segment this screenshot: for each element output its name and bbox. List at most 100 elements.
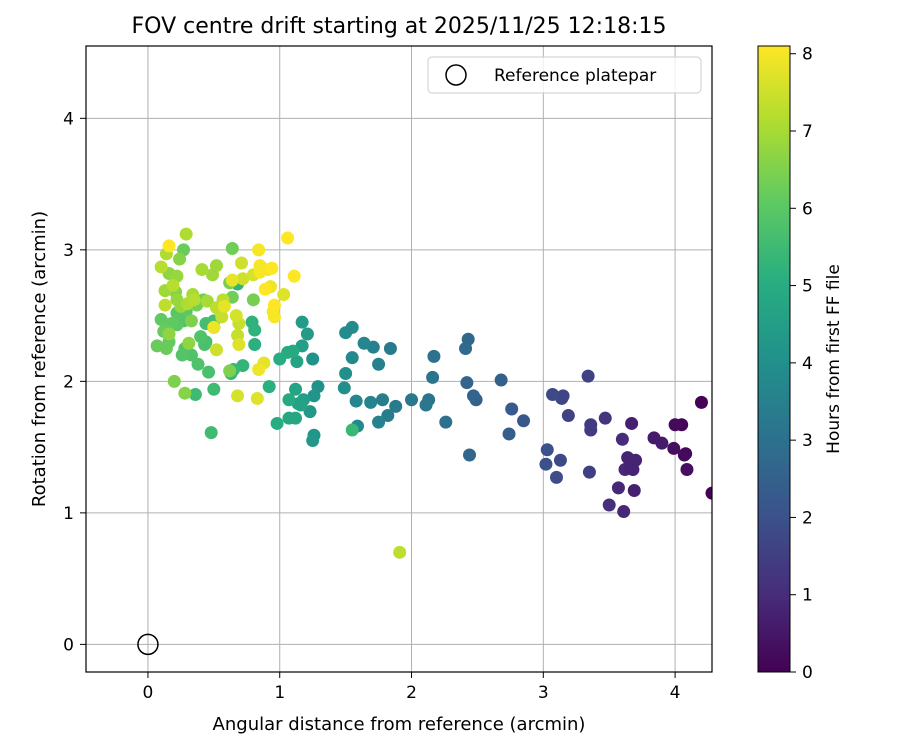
data-point xyxy=(154,313,168,327)
data-point xyxy=(553,453,567,467)
y-tick-label: 3 xyxy=(63,241,74,261)
data-point xyxy=(253,265,267,279)
data-point xyxy=(339,326,353,340)
data-point xyxy=(364,395,378,409)
data-point xyxy=(154,260,168,274)
colorbar: 0 1 2 3 4 5 6 7 8 Hours from first FF file xyxy=(757,45,844,683)
data-point xyxy=(175,348,189,362)
data-point xyxy=(466,389,480,403)
data-point xyxy=(267,298,281,312)
data-point xyxy=(252,243,266,257)
data-point xyxy=(677,448,691,462)
data-point xyxy=(250,391,264,405)
data-point xyxy=(626,462,640,476)
data-point xyxy=(621,451,635,465)
data-point xyxy=(150,339,164,353)
data-point xyxy=(615,432,629,446)
data-point xyxy=(376,393,390,407)
data-point xyxy=(459,341,473,355)
data-point xyxy=(339,366,353,380)
data-point xyxy=(705,486,712,500)
data-point xyxy=(248,338,262,352)
data-point xyxy=(200,294,214,308)
data-point xyxy=(282,393,296,407)
data-point xyxy=(217,299,231,313)
data-point xyxy=(165,316,179,330)
data-point xyxy=(225,273,239,287)
data-point xyxy=(215,310,229,324)
y-tick-label: 2 xyxy=(63,372,74,392)
data-point xyxy=(289,382,303,396)
data-point xyxy=(184,314,198,328)
data-point xyxy=(349,394,363,408)
data-point xyxy=(582,465,596,479)
data-point xyxy=(188,388,202,402)
data-point xyxy=(290,355,304,369)
data-point xyxy=(372,415,386,429)
y-tick-label: 4 xyxy=(63,109,74,129)
data-point xyxy=(505,402,519,416)
plot-frame xyxy=(85,45,713,673)
data-point xyxy=(265,261,279,275)
data-point xyxy=(383,341,397,355)
data-point xyxy=(223,364,237,378)
data-point xyxy=(162,327,176,341)
data-point xyxy=(170,293,184,307)
data-point xyxy=(246,293,260,307)
y-axis-ticks: 0 1 2 3 4 xyxy=(63,109,86,655)
data-point xyxy=(235,256,249,270)
colorbar-tick-label: 2 xyxy=(802,508,813,528)
data-point xyxy=(581,369,595,383)
grid-lines xyxy=(86,46,712,672)
data-point xyxy=(300,327,314,341)
data-point xyxy=(502,427,516,441)
chart-title: FOV centre drift starting at 2025/11/25 … xyxy=(132,14,667,39)
y-tick-label: 0 xyxy=(63,635,74,655)
colorbar-tick-label: 6 xyxy=(802,199,813,219)
data-point xyxy=(287,269,301,283)
data-point xyxy=(539,457,553,471)
reference-marker-group xyxy=(137,633,159,656)
x-axis-label: Angular distance from reference (arcmin) xyxy=(213,714,586,735)
data-point xyxy=(627,484,641,498)
data-point xyxy=(166,278,180,292)
data-point xyxy=(598,411,612,425)
data-point xyxy=(439,415,453,429)
data-point xyxy=(162,239,176,253)
data-point xyxy=(204,426,218,440)
legend-entry-reference: Reference platepar xyxy=(494,66,656,86)
x-tick-label: 1 xyxy=(274,683,285,703)
data-point xyxy=(345,423,359,437)
legend-reference-marker xyxy=(445,64,467,86)
data-point xyxy=(295,315,309,329)
data-point xyxy=(209,343,223,357)
data-point xyxy=(427,349,441,363)
data-point xyxy=(207,382,221,396)
data-point xyxy=(540,443,554,457)
data-point xyxy=(306,434,320,448)
data-point xyxy=(191,357,205,371)
data-point xyxy=(463,448,477,462)
data-point xyxy=(357,336,371,350)
data-point xyxy=(231,389,245,403)
data-point xyxy=(225,242,239,256)
data-point xyxy=(282,411,296,425)
data-point xyxy=(460,376,474,390)
x-axis-ticks: 0 1 2 3 4 xyxy=(143,672,681,703)
y-tick-label: 1 xyxy=(63,504,74,524)
colorbar-tick-label: 8 xyxy=(802,45,813,65)
data-point xyxy=(680,462,694,476)
colorbar-tick-label: 4 xyxy=(802,354,813,374)
x-tick-label: 0 xyxy=(143,683,154,703)
data-point xyxy=(393,545,407,559)
data-point xyxy=(419,398,433,412)
data-point xyxy=(426,370,440,384)
data-point xyxy=(182,336,196,350)
data-point xyxy=(611,481,625,495)
data-point xyxy=(232,338,246,352)
data-point xyxy=(389,399,403,413)
data-point xyxy=(549,470,563,484)
data-point xyxy=(202,365,216,379)
data-point xyxy=(584,423,598,437)
colorbar-label: Hours from first FF file xyxy=(824,264,844,454)
